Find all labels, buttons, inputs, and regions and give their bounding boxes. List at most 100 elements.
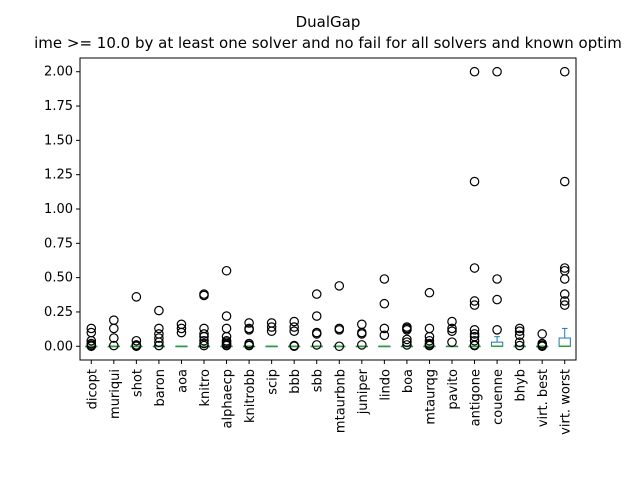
y-tick-label: 0.00 xyxy=(44,339,73,354)
outlier-point xyxy=(402,334,412,345)
outlier-point xyxy=(559,289,570,299)
outlier-point xyxy=(559,66,570,77)
outlier-point xyxy=(402,337,412,347)
x-tick-label: couenne xyxy=(491,369,506,425)
outlier-point xyxy=(447,326,457,336)
outlier-point xyxy=(131,292,142,302)
outlier-point xyxy=(289,316,299,327)
outlier-point xyxy=(311,289,322,299)
x-tick-label: mtaurqg xyxy=(423,369,438,425)
outlier-point xyxy=(334,324,345,335)
x-tick-label: shot xyxy=(130,369,145,397)
outlier-point xyxy=(559,263,570,273)
outlier-point xyxy=(492,66,502,77)
x-tick-label: boa xyxy=(401,369,416,393)
outlier-point xyxy=(492,324,502,335)
y-tick-label: 0.50 xyxy=(44,271,73,286)
x-tick-label: muriqui xyxy=(108,369,123,419)
outlier-point xyxy=(514,330,525,341)
x-tick-label: knitro xyxy=(198,369,213,407)
outlier-point xyxy=(447,337,457,347)
outlier-point xyxy=(289,322,299,332)
outlier-point xyxy=(469,329,480,339)
outlier-point xyxy=(424,340,435,351)
outlier-point xyxy=(469,296,480,306)
chart-subtitle: ime >= 10.0 by at least one solver and n… xyxy=(34,34,622,52)
outlier-point xyxy=(537,341,547,352)
outlier-point xyxy=(469,324,480,335)
x-tick-label: lindo xyxy=(378,369,393,401)
outlier-point xyxy=(266,326,277,336)
x-tick-label: baron xyxy=(153,369,168,406)
outlier-point xyxy=(86,341,97,352)
outlier-point xyxy=(154,323,164,334)
outlier-point xyxy=(469,340,480,351)
outlier-point xyxy=(289,326,299,336)
outlier-point xyxy=(221,311,232,321)
outlier-point xyxy=(559,296,570,306)
outlier-point xyxy=(199,340,209,351)
x-tick-label: dicopt xyxy=(85,369,100,409)
outlier-point xyxy=(559,300,570,310)
y-tick-label: 1.50 xyxy=(44,133,73,148)
outlier-point xyxy=(311,329,322,339)
outlier-point xyxy=(86,335,97,346)
y-tick-label: 0.25 xyxy=(44,305,73,320)
outlier-point xyxy=(176,327,187,338)
outlier-point xyxy=(492,294,502,305)
outlier-point xyxy=(514,337,525,347)
x-tick-label: sbb xyxy=(311,369,326,392)
outlier-point xyxy=(311,340,322,350)
outlier-point xyxy=(109,315,119,325)
plot-area: 0.00 0.25 0.50 0.75 1.00 1.25 1.50 1.75 2.00 dico… xyxy=(44,57,577,435)
outlier-point xyxy=(86,323,97,334)
plot-frame xyxy=(79,57,577,361)
outlier-point xyxy=(424,287,435,298)
outlier-point xyxy=(379,323,390,334)
x-tick-label: virt. worst xyxy=(559,369,574,435)
outlier-point xyxy=(492,274,502,284)
y-tick-label: 1.00 xyxy=(44,202,73,217)
outlier-point xyxy=(199,335,209,346)
outlier-point xyxy=(131,335,142,346)
x-tick-label: virt. best xyxy=(536,369,551,427)
outlier-point xyxy=(537,329,547,339)
outlier-point xyxy=(131,341,142,352)
outlier-point xyxy=(199,290,209,301)
outlier-point xyxy=(424,323,435,334)
x-tick-label: mtaurbnb xyxy=(333,369,348,433)
outlier-point xyxy=(514,323,525,334)
outlier-point xyxy=(266,322,277,332)
x-tick-label: knitrobb xyxy=(243,369,258,423)
outlier-point xyxy=(221,340,232,351)
outlier-point xyxy=(379,274,390,284)
outlier-point xyxy=(469,263,480,273)
y-tick-label: 0.75 xyxy=(44,236,73,251)
outlier-point xyxy=(176,323,187,334)
outlier-point xyxy=(334,281,345,291)
outlier-point xyxy=(221,265,232,276)
outlier-point xyxy=(244,340,254,351)
outlier-point xyxy=(109,333,119,343)
outlier-point xyxy=(357,329,367,339)
outlier-point xyxy=(514,326,525,336)
x-tick-label: juniper xyxy=(356,368,371,415)
x-tick-label: aoa xyxy=(175,369,190,393)
outlier-point xyxy=(469,66,480,77)
outlier-point xyxy=(311,311,322,321)
chart-title: DualGap xyxy=(296,13,361,31)
outlier-point xyxy=(154,337,164,347)
x-tick-label: alphaecp xyxy=(221,369,236,428)
y-tick-label: 1.75 xyxy=(44,99,73,114)
outlier-point xyxy=(379,298,390,309)
outlier-point xyxy=(379,330,390,341)
x-tick-label: bhyb xyxy=(514,369,529,401)
outlier-point xyxy=(559,176,570,187)
outlier-point xyxy=(469,300,480,310)
outlier-point xyxy=(357,319,367,330)
outlier-point xyxy=(289,341,299,352)
outlier-point xyxy=(514,340,525,351)
outlier-point xyxy=(469,176,480,187)
x-tick-label: antigone xyxy=(469,369,484,426)
